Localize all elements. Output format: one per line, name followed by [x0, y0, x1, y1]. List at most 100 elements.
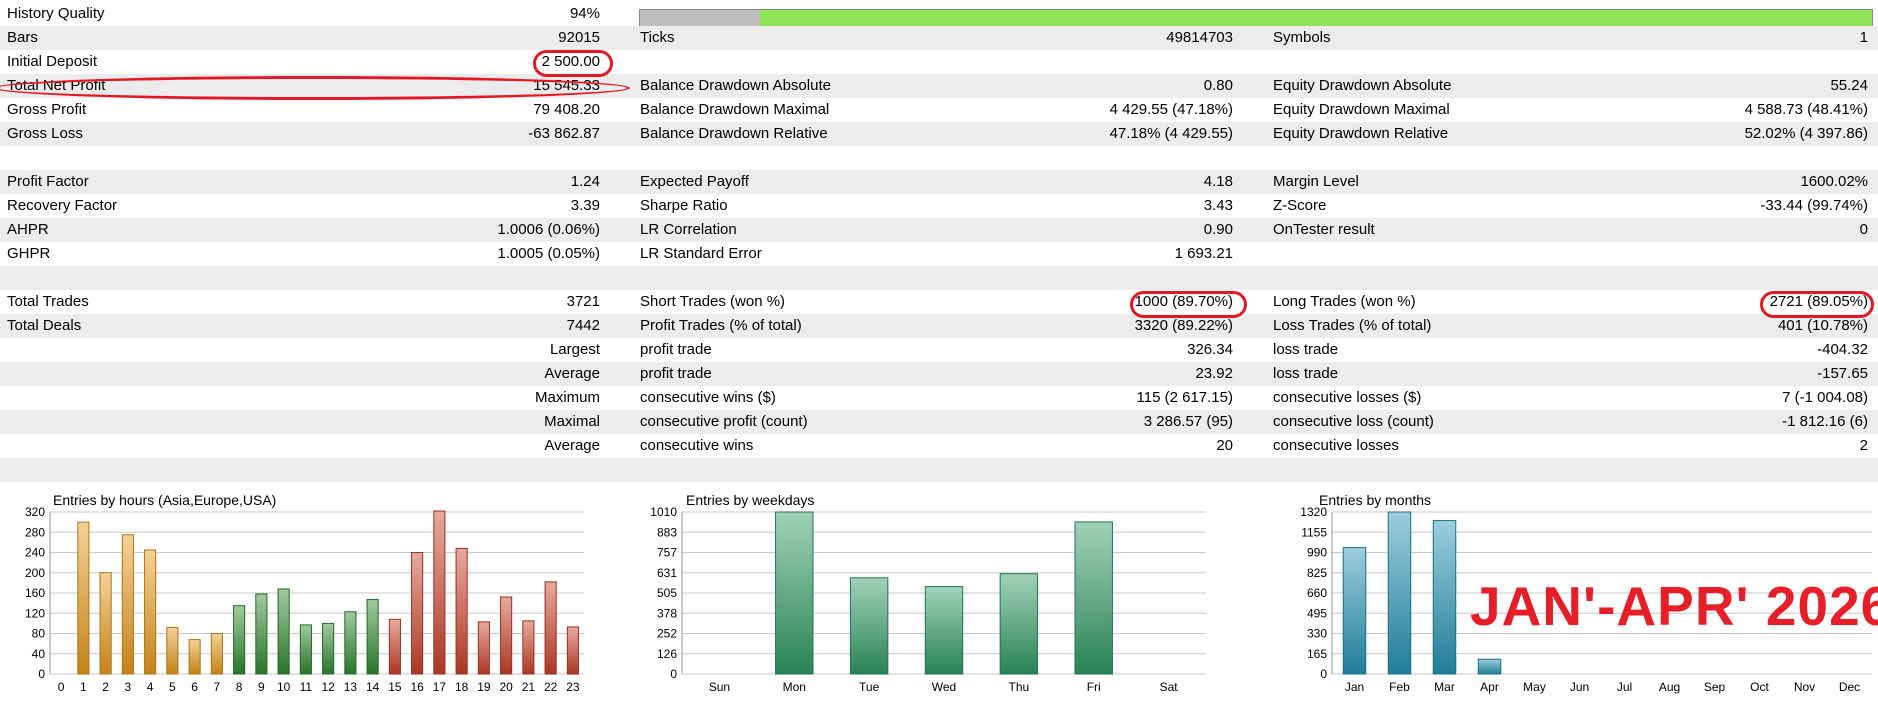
metric-label: Symbols — [1273, 29, 1331, 46]
bar-13 — [344, 611, 357, 675]
metric-value — [300, 266, 600, 290]
x-tick-label: Sun — [709, 680, 730, 694]
x-tick-label: 22 — [544, 680, 558, 694]
bar-4 — [144, 549, 157, 675]
metric-value: 4.18 — [1203, 173, 1233, 190]
metric-label: Z-Score — [1273, 197, 1327, 214]
report-row: Total Deals 7442 Profit Trades (% of total… — [0, 314, 1878, 338]
metric-label: GHPR — [7, 245, 51, 262]
bar-10 — [277, 588, 290, 675]
history-quality-label: History Quality — [7, 5, 105, 22]
metric-label: Long Trades (won %) — [1273, 293, 1416, 310]
report-row — [0, 146, 1878, 170]
metric-label: Loss Trades (% of total) — [1273, 317, 1432, 334]
metric-value: -404.32 — [1817, 341, 1868, 358]
metric-label: Gross Loss — [7, 125, 83, 142]
x-tick-label: 20 — [499, 680, 513, 694]
x-tick-label: 16 — [410, 680, 424, 694]
bar-Wed — [924, 586, 964, 675]
x-tick-label: 8 — [236, 680, 243, 694]
metric-value: 92015 — [558, 29, 600, 46]
y-tick-label: 280 — [25, 525, 45, 539]
metric-label: Equity Drawdown Absolute — [1273, 77, 1452, 94]
x-tick-label: 4 — [147, 680, 154, 694]
row-group-label: Maximum — [534, 389, 600, 406]
report-row: Total Trades 3721 Short Trades (won %) 1000… — [0, 290, 1878, 314]
y-tick-label: 825 — [1307, 566, 1327, 580]
y-tick-label: 495 — [1307, 606, 1327, 620]
metric-value: 2 500.00 — [541, 53, 600, 70]
x-tick-label: 1 — [80, 680, 87, 694]
metric-label: consecutive losses ($) — [1273, 389, 1422, 406]
bar-11 — [299, 624, 312, 675]
bar-7 — [210, 633, 223, 675]
report-row — [0, 458, 1878, 482]
x-tick-label: 2 — [102, 680, 109, 694]
metric-label: Total Trades — [7, 293, 89, 310]
y-tick-label: 165 — [1307, 647, 1327, 661]
chart-title: Entries by weekdays — [686, 492, 814, 508]
x-tick-label: 21 — [522, 680, 536, 694]
x-tick-label: Apr — [1480, 680, 1499, 694]
metric-value — [300, 458, 600, 482]
metric-label: Balance Drawdown Relative — [640, 125, 828, 142]
x-tick-label: Tue — [859, 680, 880, 694]
metric-value: 3320 (89.22%) — [1134, 317, 1233, 334]
y-tick-label: 1155 — [1301, 525, 1327, 539]
x-tick-label: Aug — [1659, 680, 1680, 694]
period-stamp: JAN'-APR' 2026 — [1470, 575, 1878, 637]
x-tick-label: 6 — [191, 680, 198, 694]
metric-value: 0 — [1859, 221, 1868, 238]
x-tick-label: 11 — [300, 680, 313, 694]
metric-value: 3.43 — [1203, 197, 1233, 214]
report-row: Maximal consecutive profit (count) 3 286.5… — [0, 410, 1878, 434]
metric-value — [300, 146, 600, 170]
metric-label: LR Correlation — [640, 221, 737, 238]
report-row: Bars 92015 Ticks 49814703 Symbols 1 — [0, 26, 1878, 50]
history-quality-value: 94% — [569, 5, 600, 22]
bar-1 — [77, 521, 90, 675]
metric-label: Total Deals — [7, 317, 82, 334]
x-tick-label: May — [1523, 680, 1546, 694]
metric-value: -33.44 (99.74%) — [1760, 197, 1868, 214]
metric-label: Short Trades (won %) — [640, 293, 786, 310]
row-group-label: Largest — [549, 341, 600, 358]
report-row: Recovery Factor 3.39 Sharpe Ratio 3.43 Z-Sco… — [0, 194, 1878, 218]
report-row: AHPR 1.0006 (0.06%) LR Correlation 0.90 OnTe… — [0, 218, 1878, 242]
x-tick-label: 18 — [455, 680, 469, 694]
metric-label: consecutive wins ($) — [640, 389, 776, 406]
metric-value: 326.34 — [1187, 341, 1233, 358]
x-tick-label: Sat — [1160, 680, 1179, 694]
y-tick-label: 0 — [1320, 667, 1327, 681]
x-tick-label: Jun — [1570, 680, 1589, 694]
x-tick-label: 14 — [366, 680, 380, 694]
chart-title: Entries by months — [1319, 492, 1431, 508]
y-tick-label: 320 — [25, 505, 45, 519]
bar-20 — [500, 596, 513, 675]
metric-label: Equity Drawdown Relative — [1273, 125, 1449, 142]
metric-label: Gross Profit — [7, 101, 87, 118]
x-tick-label: Dec — [1839, 680, 1860, 694]
report-row — [0, 266, 1878, 290]
metric-value — [1000, 458, 1233, 482]
row-group-label: Maximal — [544, 413, 600, 430]
report-row: Average consecutive wins 20 consecutive los… — [0, 434, 1878, 458]
metric-label: LR Standard Error — [640, 245, 762, 262]
metric-value: 3 286.57 (95) — [1143, 413, 1233, 430]
chart-entries-by-hours: Entries by hours (Asia,Europe,USA) 0 40 80 1… — [0, 488, 600, 702]
x-tick-label: 13 — [344, 680, 358, 694]
bar-16 — [411, 552, 424, 675]
metric-label: Total Net Profit — [7, 77, 106, 94]
x-tick-label: Jan — [1345, 680, 1364, 694]
metric-value: 1 693.21 — [1174, 245, 1233, 262]
bar-17 — [433, 510, 446, 675]
metric-label: Profit Factor — [7, 173, 89, 190]
row-group-label: Average — [544, 365, 600, 382]
x-tick-label: Wed — [932, 680, 956, 694]
report-row: Gross Loss -63 862.87 Balance Drawdown Rel… — [0, 122, 1878, 146]
metric-label: Bars — [7, 29, 38, 46]
y-tick-label: 631 — [657, 566, 677, 580]
bar-14 — [366, 599, 379, 675]
report-row: Maximum consecutive wins ($) 115 (2 617.15… — [0, 386, 1878, 410]
metric-value: 3.39 — [570, 197, 600, 214]
